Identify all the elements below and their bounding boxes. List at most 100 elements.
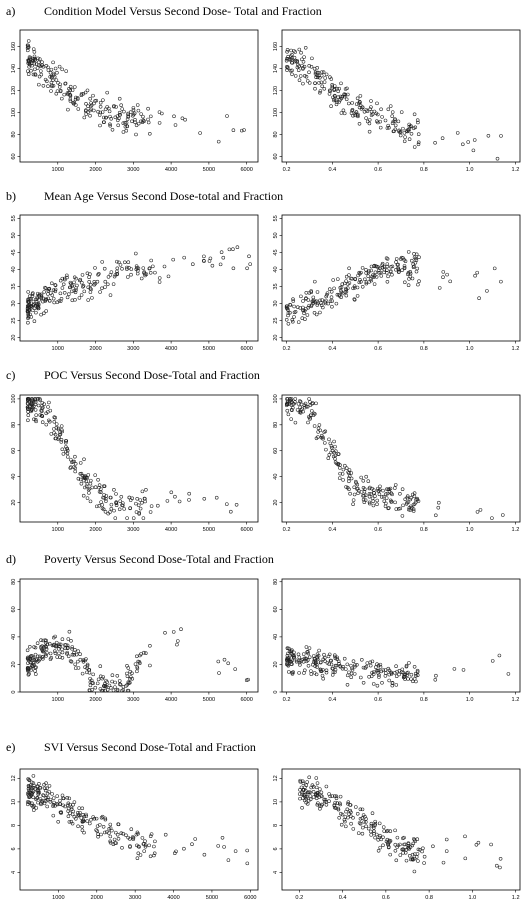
data-point <box>100 286 104 291</box>
data-point <box>134 510 139 514</box>
data-point <box>332 88 336 92</box>
data-point <box>399 670 404 674</box>
data-point <box>398 853 403 857</box>
data-point <box>44 422 49 427</box>
data-point <box>32 783 36 788</box>
data-point <box>34 658 38 662</box>
data-point <box>27 672 31 676</box>
data-point <box>368 663 373 668</box>
data-point <box>387 487 391 492</box>
data-point <box>323 659 327 664</box>
data-point <box>52 642 56 647</box>
y-tick-label: 40 <box>11 266 17 272</box>
plot-frame <box>281 578 521 693</box>
data-point <box>35 788 40 793</box>
data-point <box>29 304 33 308</box>
data-point <box>95 279 100 284</box>
data-point <box>79 92 84 96</box>
data-point <box>152 853 156 858</box>
y-tick-label: 60 <box>273 153 279 159</box>
data-point <box>240 128 244 133</box>
y-tick-label: 60 <box>11 448 17 454</box>
data-point <box>440 136 445 140</box>
y-tick-label: 10 <box>273 799 279 805</box>
data-point <box>363 493 368 497</box>
data-point <box>364 824 368 829</box>
data-point <box>333 800 337 805</box>
data-point <box>58 798 62 803</box>
data-point <box>53 432 58 437</box>
data-point <box>242 128 246 132</box>
data-point <box>42 402 46 406</box>
data-point <box>395 835 400 840</box>
data-point <box>321 305 325 310</box>
data-point <box>290 72 294 77</box>
data-point <box>362 820 366 824</box>
data-point <box>109 502 114 507</box>
data-point <box>152 844 156 849</box>
data-point <box>433 141 437 145</box>
data-point <box>64 440 68 445</box>
data-point <box>148 854 153 859</box>
data-point <box>97 504 101 508</box>
data-point <box>401 851 405 855</box>
panel-title: Poverty Versus Second Dose-Total and Fra… <box>44 552 274 566</box>
data-point <box>338 471 342 476</box>
data-point <box>322 797 326 802</box>
data-point <box>202 254 206 259</box>
data-point <box>293 59 297 64</box>
data-point <box>144 488 148 492</box>
y-tick-label: 8 <box>11 824 17 827</box>
data-point <box>305 780 309 784</box>
data-point <box>58 299 63 303</box>
x-tick-label: 2000 <box>91 895 103 901</box>
y-tick-label: 25 <box>273 317 279 323</box>
y-tick-label: 140 <box>11 64 17 73</box>
data-point <box>478 508 483 512</box>
data-point <box>369 833 373 837</box>
data-point <box>414 258 419 262</box>
data-point <box>466 140 470 144</box>
data-point <box>434 513 438 518</box>
data-point <box>327 792 331 796</box>
data-point <box>26 48 30 53</box>
data-point <box>43 638 48 642</box>
data-point <box>441 860 446 865</box>
data-point <box>380 261 385 266</box>
data-point <box>70 645 75 649</box>
data-point <box>331 278 335 282</box>
points-group <box>25 774 250 866</box>
data-point <box>401 126 405 131</box>
data-point <box>370 811 375 815</box>
data-point <box>61 803 65 808</box>
data-point <box>367 500 372 505</box>
data-point <box>51 73 56 77</box>
data-point <box>378 270 383 275</box>
data-point <box>384 496 389 500</box>
x-tick-label: 0.4 <box>328 346 336 352</box>
data-point <box>39 72 44 77</box>
data-point <box>46 410 50 414</box>
data-point <box>26 669 30 673</box>
data-point <box>314 436 319 441</box>
data-point <box>245 848 249 853</box>
data-point <box>349 675 353 679</box>
data-point <box>393 486 397 490</box>
data-point <box>394 507 399 511</box>
data-point <box>332 98 336 103</box>
data-point <box>144 272 149 276</box>
data-point <box>128 498 133 502</box>
data-point <box>26 310 30 314</box>
data-point <box>202 852 207 857</box>
data-point <box>25 648 30 653</box>
data-point <box>409 672 414 677</box>
data-point <box>85 819 90 823</box>
data-point <box>404 129 409 133</box>
data-point <box>307 415 311 419</box>
data-point <box>68 99 73 103</box>
x-tick-label: 6000 <box>240 697 252 703</box>
data-point <box>333 457 337 461</box>
data-point <box>295 60 299 64</box>
data-point <box>382 499 387 503</box>
data-point <box>408 508 413 512</box>
